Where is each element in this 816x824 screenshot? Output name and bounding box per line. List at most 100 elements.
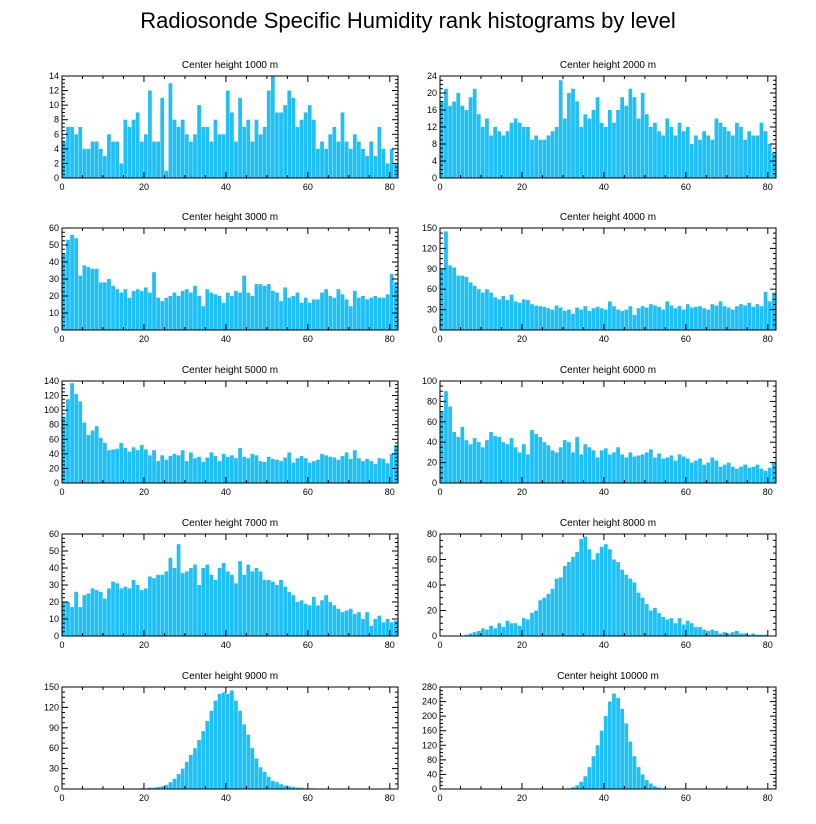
histogram-bar (497, 131, 502, 178)
histogram-bar (70, 383, 74, 483)
histogram-bar (526, 300, 530, 330)
histogram-bar (176, 296, 181, 330)
y-tick-label: 16 (427, 105, 437, 115)
histogram-bar (735, 122, 739, 178)
histogram-bar (381, 148, 386, 178)
x-tick-label: 60 (681, 334, 691, 344)
histogram-bar (571, 787, 575, 789)
histogram-bar (497, 623, 502, 636)
histogram-bar (90, 141, 95, 178)
histogram-bar (575, 307, 579, 330)
histogram-bar (209, 141, 214, 178)
histogram-bar (135, 112, 140, 178)
histogram-bar (262, 127, 267, 178)
histogram-bar (485, 440, 489, 483)
histogram-panel: Center height 7000 m 0 20 40 60 80 0 10 20 30 40 50… (49, 518, 399, 650)
histogram-bar (636, 767, 641, 789)
histogram-bar (648, 304, 653, 330)
x-tick-label: 60 (303, 793, 313, 803)
histogram-bar (107, 279, 111, 330)
histogram-bar (258, 284, 263, 330)
histogram-bar (743, 633, 747, 636)
histogram-bar (320, 292, 324, 330)
histogram-bar (485, 118, 489, 178)
histogram-bar (538, 139, 543, 178)
histogram-bar (673, 623, 678, 636)
histogram-bar (612, 559, 616, 636)
histogram-bar (521, 299, 526, 330)
histogram-bar (579, 454, 584, 483)
histogram-bar (336, 289, 341, 330)
histogram-bar (176, 455, 181, 483)
histogram-bar (119, 588, 124, 636)
histogram-bar (493, 127, 498, 178)
histogram-bar (262, 461, 267, 483)
histogram-bar (111, 141, 115, 178)
y-tick-label: 0 (54, 325, 59, 335)
histogram-bar (123, 448, 128, 483)
histogram-bar (640, 454, 645, 483)
histogram-bar (755, 464, 760, 483)
histogram-bar (583, 114, 588, 178)
histogram-bar (152, 578, 156, 636)
histogram-bar (480, 292, 485, 330)
histogram-bar (591, 559, 596, 636)
histogram-bar (608, 549, 612, 636)
histogram-bar (254, 758, 259, 789)
histogram-bar (295, 787, 300, 789)
histogram-bar (270, 458, 275, 483)
histogram-bar (751, 466, 756, 483)
histogram-bar (526, 127, 530, 178)
histogram-bar (357, 141, 361, 178)
histogram-bar (517, 625, 522, 636)
panel-title: Center height 10000 m (557, 671, 659, 682)
histogram-bar (751, 633, 756, 636)
histogram-bar (476, 442, 481, 483)
histogram-bar (115, 583, 120, 636)
y-tick-label: 80 (427, 396, 437, 406)
histogram-bar (74, 238, 79, 330)
histogram-bar (460, 275, 465, 330)
histogram-bar (344, 141, 349, 178)
y-tick-label: 80 (427, 755, 437, 765)
histogram-bar (148, 576, 152, 636)
histogram-bar (381, 458, 386, 483)
histogram-bar (98, 437, 103, 483)
histogram-bar (538, 306, 543, 330)
histogram-bar (119, 442, 124, 483)
histogram-bar (102, 598, 107, 636)
histogram-bar (295, 602, 300, 636)
histogram-bar (340, 612, 345, 636)
histogram-bar (722, 632, 727, 636)
histogram-bar (542, 442, 547, 483)
histogram-bar (70, 607, 74, 636)
histogram-bar (632, 315, 637, 330)
histogram-bar (270, 581, 275, 636)
histogram-bar (246, 292, 251, 330)
histogram-bar (657, 613, 661, 636)
histogram-bar (694, 306, 698, 330)
histogram-bar (542, 306, 547, 330)
y-tick-label: 60 (49, 529, 59, 539)
histogram-bar (393, 620, 398, 636)
histogram-bar (361, 461, 365, 483)
histogram-bar (66, 399, 70, 483)
histogram-bar (238, 561, 242, 636)
histogram-bar (702, 629, 706, 636)
histogram-bar (139, 141, 144, 178)
x-tick-label: 20 (139, 487, 149, 497)
histogram-bar (262, 579, 267, 636)
histogram-bar (608, 110, 612, 178)
histogram-bar (279, 112, 283, 178)
histogram-bar (689, 623, 694, 636)
histogram-bar (328, 456, 333, 483)
histogram-bar (373, 296, 378, 330)
histogram-bar (291, 462, 296, 483)
histogram-bar (225, 456, 230, 483)
histogram-bar (168, 557, 173, 636)
histogram-bar (476, 114, 481, 178)
histogram-bar (501, 442, 506, 483)
histogram-bar (505, 444, 510, 483)
histogram-bar (689, 462, 694, 483)
histogram-bar (694, 460, 698, 483)
